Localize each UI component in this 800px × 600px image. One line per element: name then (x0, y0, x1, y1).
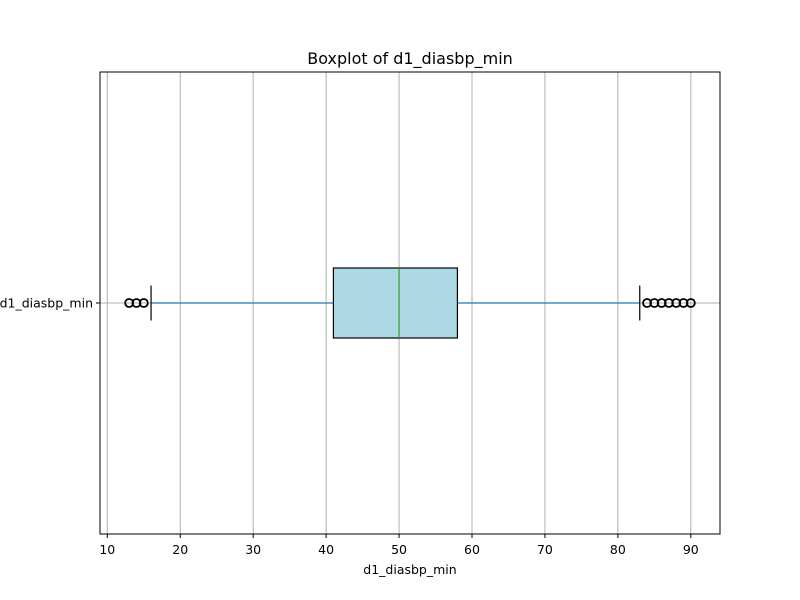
box-plot-marks (124, 267, 696, 339)
x-tick-label: 60 (464, 542, 480, 557)
x-tick-label: 40 (318, 542, 334, 557)
x-axis-label: d1_diasbp_min (363, 562, 456, 577)
x-axis-ticks: 10 20 30 40 50 60 70 80 90 (99, 534, 699, 557)
outlier-point (138, 298, 149, 308)
chart-title: Boxplot of d1_diasbp_min (307, 49, 513, 69)
y-tick-label: d1_diasbp_min (0, 296, 93, 311)
iqr-box (332, 267, 459, 339)
x-tick-label: 80 (610, 542, 626, 557)
y-axis-ticks: d1_diasbp_min (0, 296, 100, 311)
x-tick-label: 70 (537, 542, 553, 557)
x-tick-label: 90 (683, 542, 699, 557)
outlier-point (685, 298, 696, 308)
x-tick-label: 50 (391, 542, 407, 557)
x-tick-label: 30 (245, 542, 261, 557)
x-tick-label: 10 (99, 542, 115, 557)
x-tick-label: 20 (172, 542, 188, 557)
